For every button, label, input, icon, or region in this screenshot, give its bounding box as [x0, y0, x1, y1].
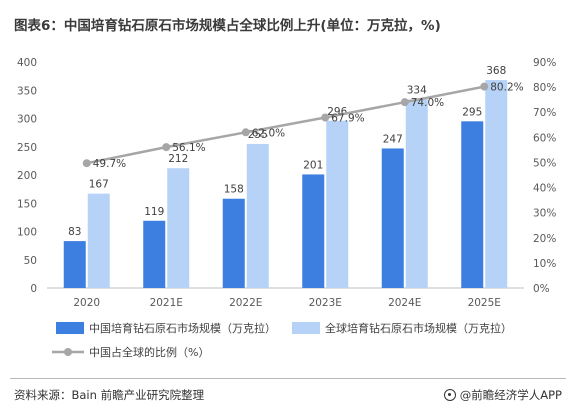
axes: 0 50 100 150 200 250 300 350 400 0% 10% 20% 30% 40% 50… [17, 57, 556, 309]
china-bar-label: 119 [144, 206, 164, 218]
legend: 中国培育钻石原石市场规模（万克拉） 全球培育钻石原石市场规模（万克拉） 中国占全球的… [52, 321, 512, 359]
china-bar [461, 121, 484, 288]
x-tick-label: 2020 [73, 297, 100, 309]
y-tick-label: 150 [17, 198, 37, 210]
china-bar [143, 220, 166, 288]
footer-divider [10, 378, 566, 379]
y-tick-label: 250 [17, 142, 37, 154]
source-note: 资料来源：Bain 前瞻产业研究院整理 [14, 388, 205, 402]
y-tick-label: 350 [17, 85, 37, 97]
global-bar [87, 193, 110, 288]
ratio-label: 80.2% [490, 82, 523, 94]
ratio-label: 56.1% [172, 142, 205, 154]
ratio-label: 49.7% [93, 158, 126, 170]
y2-tick-label: 20% [533, 233, 556, 245]
china-bar [381, 148, 404, 288]
x-tick-label: 2023E [309, 297, 342, 309]
legend-ratio-marker [64, 348, 72, 356]
ratio-point [241, 128, 250, 137]
ratio-line: 49.7% 56.1% 62.0% 67.9% 74.0% 80.2% [82, 82, 524, 170]
y2-tick-label: 40% [533, 183, 556, 195]
global-bar-label: 167 [89, 179, 109, 191]
global-bar [485, 80, 508, 288]
ratio-line-path [86, 85, 485, 165]
ratio-point [321, 113, 330, 122]
y2-tick-label: 80% [533, 82, 556, 94]
y2-tick-label: 70% [533, 107, 556, 119]
china-bar [63, 241, 86, 288]
global-bar [405, 99, 428, 288]
ratio-label: 67.9% [331, 112, 364, 124]
y-tick-label: 400 [17, 57, 37, 69]
y-tick-label: 100 [17, 227, 37, 239]
china-bar-label: 158 [224, 184, 244, 196]
china-bar-label: 247 [383, 133, 403, 145]
global-bar-label: 368 [486, 65, 506, 77]
china-bar-label: 295 [462, 106, 482, 118]
legend-ratio-label: 中国占全球的比例（%） [89, 345, 209, 359]
global-bar-label: 334 [407, 84, 427, 96]
y2-tick-label: 90% [533, 57, 556, 69]
global-bar-label: 212 [168, 153, 188, 165]
y-tick-label: 300 [17, 114, 37, 126]
brand-label: @前瞻经济学人APP [459, 388, 562, 402]
combo-chart: 0 50 100 150 200 250 300 350 400 0% 10% 20% 30% 40% 50… [17, 57, 556, 359]
footer: 资料来源：Bain 前瞻产业研究院整理 @前瞻经济学人APP [0, 378, 576, 418]
legend-china-swatch [56, 322, 84, 334]
legend-china-label: 中国培育钻石原石市场规模（万克拉） [89, 321, 276, 335]
global-bar [246, 143, 269, 288]
y2-tick-label: 30% [533, 208, 556, 220]
y-tick-label: 50 [24, 255, 37, 267]
x-tick-label: 2021E [150, 297, 183, 309]
brand-logo-icon [443, 389, 456, 401]
ratio-point [162, 143, 171, 152]
ratio-point [82, 159, 91, 168]
y2-tick-label: 0% [533, 283, 550, 295]
china-bar-label: 201 [303, 159, 323, 171]
x-tick-label: 2024E [388, 297, 421, 309]
china-bar-label: 83 [68, 226, 81, 238]
y-tick-label: 200 [17, 170, 37, 182]
x-tick-label: 2025E [468, 297, 501, 309]
bars [63, 80, 508, 288]
ratio-point [400, 98, 409, 107]
y2-tick-label: 50% [533, 157, 556, 169]
x-tick-label: 2022E [229, 297, 262, 309]
legend-global-label: 全球培育钻石原石市场规模（万克拉） [325, 321, 512, 335]
china-bar [302, 174, 325, 288]
ratio-label: 62.0% [252, 127, 285, 139]
global-bar [167, 168, 190, 288]
china-bar [222, 198, 245, 288]
ratio-point [480, 82, 489, 91]
y-tick-label: 0 [30, 283, 37, 295]
y2-tick-label: 60% [533, 132, 556, 144]
global-bar [326, 120, 349, 288]
legend-global-swatch [292, 322, 320, 334]
y2-tick-label: 10% [533, 258, 556, 270]
brand: @前瞻经济学人APP [443, 387, 562, 403]
chart-title: 图表6：中国培育钻石原石市场规模占全球比例上升(单位：万克拉，%) [14, 18, 441, 34]
ratio-label: 74.0% [411, 97, 444, 109]
